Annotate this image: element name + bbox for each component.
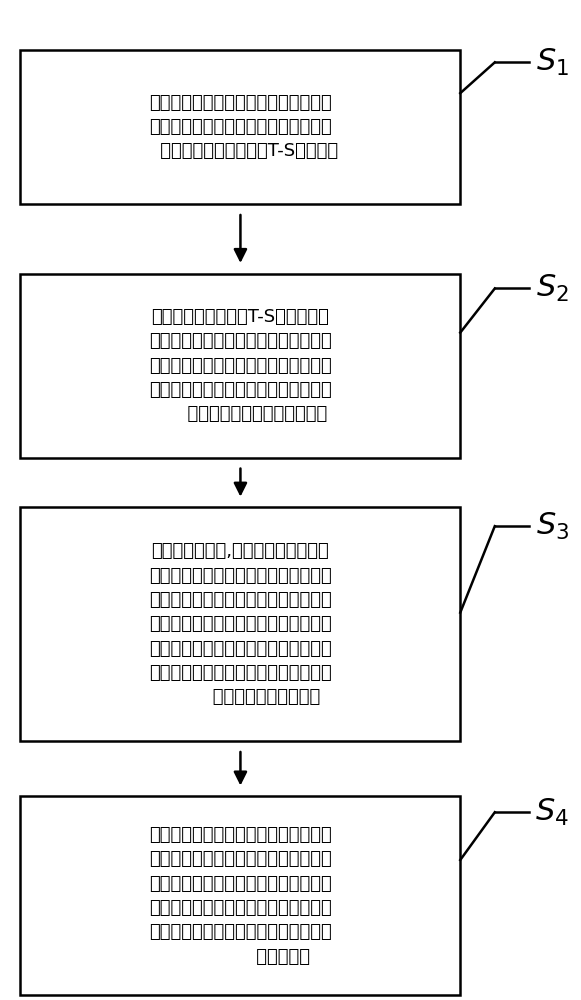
Text: $S_4$: $S_4$ <box>536 797 569 828</box>
Bar <box>20 507 460 741</box>
Bar <box>20 50 460 204</box>
Text: 根据各元件机械特性，给出主动悬架系
统模型，根据车辆承重的变化特征，构
   建车辆主动悬架系统的T-S模糊模型: 根据各元件机械特性，给出主动悬架系 统模型，根据车辆承重的变化特征，构 建车辆主… <box>142 94 338 160</box>
Text: $S_1$: $S_1$ <box>536 47 569 78</box>
Text: 基于控制器设计约束条件，提出优化有
限频域扰动抑制性能指标的算法。根据
人体敏感频域特征信息，代入到所提出
的优化算法，可以得到车辆主动悬架系
统的最优扰动抑制: 基于控制器设计约束条件，提出优化有 限频域扰动抑制性能指标的算法。根据 人体敏感… <box>149 826 332 966</box>
Text: 针对主动悬架系统的T-S模糊模型，
设计平行补偿模糊控制器，得到闭环车
辆主动悬架控制系统。基于人体敏感频
域特征信息，提出刻画车辆乘坐舒适性
      的有: 针对主动悬架系统的T-S模糊模型， 设计平行补偿模糊控制器，得到闭环车 辆主动悬… <box>149 308 332 423</box>
Text: $S_2$: $S_2$ <box>536 273 569 304</box>
Bar <box>20 796 460 995</box>
Text: $S_3$: $S_3$ <box>536 511 569 542</box>
Text: 选取合适的函数,给出满足稳定性及有
限频域扰动抑制性能要求的控制器设计
约束条件。证明给定的控制器设计约束
条件可以保证整个闭环主动悬架控制系
统的渐进稳定性。: 选取合适的函数,给出满足稳定性及有 限频域扰动抑制性能要求的控制器设计 约束条件… <box>149 542 332 706</box>
Bar <box>20 274 460 458</box>
